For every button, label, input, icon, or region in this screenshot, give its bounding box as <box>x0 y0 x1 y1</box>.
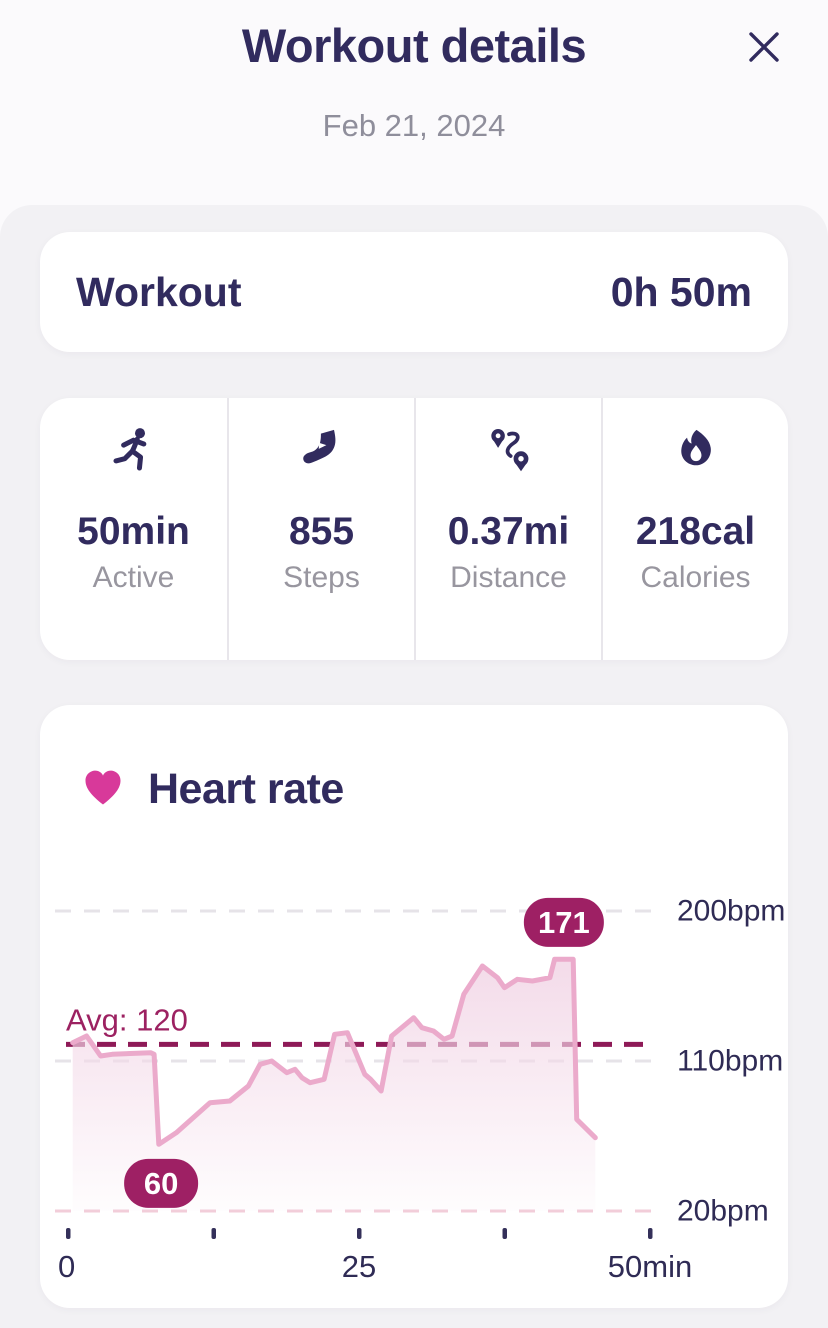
y-axis-label-20: 20bpm <box>677 1195 769 1228</box>
stat-label-active: Active <box>92 561 175 594</box>
runner-icon <box>110 426 158 474</box>
x-axis-label-50min: 50min <box>608 1249 692 1284</box>
y-axis-label-200: 200bpm <box>677 895 785 928</box>
stat-active: 50min Active <box>40 398 227 660</box>
stats-card: 50min Active 855 Steps <box>40 398 788 660</box>
heart-rate-chart: 200bpm 110bpm 20bpm Avg: 120 171 60 0 25 50min <box>55 895 785 1284</box>
x-tick <box>502 1228 507 1239</box>
header: Workout details Feb 21, 2024 <box>0 0 828 205</box>
x-tick <box>357 1228 362 1239</box>
badge-171 <box>523 897 604 947</box>
x-tick <box>211 1228 216 1239</box>
stat-label-calories: Calories <box>640 561 751 594</box>
stat-calories: 218cal Calories <box>601 398 788 660</box>
badge-text-171: 171 <box>538 905 590 940</box>
x-axis-label-0: 0 <box>58 1249 75 1284</box>
flame-icon <box>672 426 720 474</box>
workout-duration: 0h 50m <box>610 268 752 315</box>
x-axis-label-25: 25 <box>342 1249 376 1284</box>
heart-rate-title: Heart rate <box>148 765 344 813</box>
heart-rate-card: Heart rate 200bpm 110bpm 20bpm Avg: 120 171 6… <box>40 705 788 1308</box>
page-title: Workout details <box>241 19 587 72</box>
workout-date: Feb 21, 2024 <box>322 108 506 143</box>
stat-value-calories: 218cal <box>635 510 756 553</box>
y-axis-label-110: 110bpm <box>677 1045 783 1078</box>
stat-value-steps: 855 <box>288 510 355 553</box>
badge-text-60: 60 <box>144 1166 178 1201</box>
badge-60 <box>124 1158 199 1208</box>
stat-value-distance: 0.37mi <box>447 510 570 553</box>
stat-steps: 855 Steps <box>227 398 414 660</box>
heart-rate-line <box>70 956 598 1147</box>
heart-rate-header: Heart rate <box>82 765 344 814</box>
heart-rate-area <box>72 959 596 1211</box>
x-tick <box>66 1228 71 1239</box>
stat-value-active: 50min <box>77 510 190 553</box>
x-tick <box>648 1228 653 1239</box>
close-button[interactable] <box>740 24 788 72</box>
average-label: Avg: 120 <box>66 1002 188 1037</box>
steps-icon <box>298 426 346 474</box>
content-sheet: Workout 0h 50m 50min Active <box>0 205 828 1328</box>
close-icon <box>742 25 786 72</box>
workout-name: Workout <box>76 268 242 315</box>
workout-summary-card: Workout 0h 50m <box>40 232 788 352</box>
stat-label-distance: Distance <box>450 561 567 594</box>
stat-label-steps: Steps <box>283 561 360 594</box>
heart-icon <box>82 767 124 812</box>
route-icon <box>485 426 533 474</box>
stat-distance: 0.37mi Distance <box>414 398 601 660</box>
